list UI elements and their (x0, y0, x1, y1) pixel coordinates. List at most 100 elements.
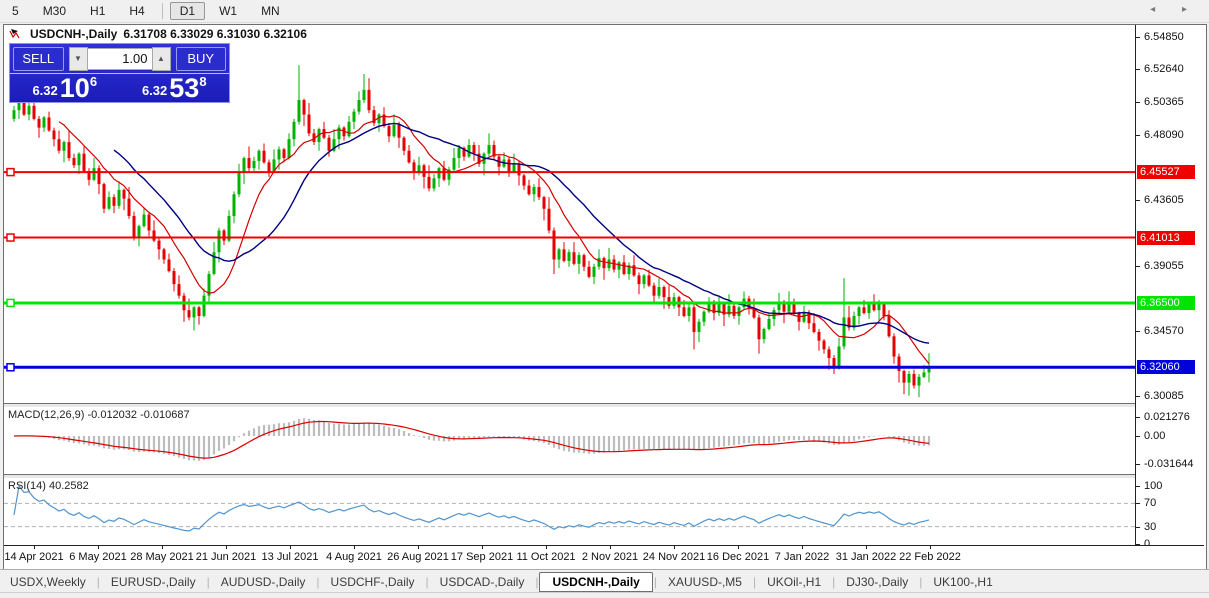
date-label: 22 Feb 2022 (899, 551, 961, 563)
date-axis: 14 Apr 2021 6 May 2021 28 May 2021 21 Jun 2… (4, 545, 1204, 568)
chart-window[interactable]: USDCNH-,Daily 6.31708 6.33029 6.31030 6.… (3, 24, 1207, 570)
tab-divider: | (919, 574, 923, 589)
rsi-axis-tick: 70 (1135, 497, 1157, 509)
hline-anchor[interactable] (6, 363, 15, 372)
date-label: 14 Apr 2021 (4, 551, 64, 563)
timeframe-button-d1[interactable]: D1 (169, 2, 206, 20)
chart-tab-usdchf-daily[interactable]: USDCHF-,Daily (330, 574, 415, 589)
macd-signal-line (13, 420, 930, 459)
macd-panel[interactable] (4, 407, 1135, 473)
rsi-label: RSI(14) 40.2582 (8, 480, 89, 492)
chart-symbol-label: USDCNH-,Daily (30, 27, 118, 41)
timeframe-button-m30[interactable]: M30 (42, 4, 67, 18)
price-axis: 6.45527 6.41013 6.36500 6.32060 6.54850 6.526… (1135, 25, 1205, 550)
date-tick (34, 546, 35, 549)
tab-divider: | (752, 574, 757, 589)
date-tick (546, 546, 547, 549)
chart-tab-bar: USDX,Weekly | EURUSD-,Daily | AUDUSD-,Daily |… (0, 569, 1209, 593)
chart-ohlc-values: 6.31708 6.33029 6.31030 6.32106 (123, 27, 307, 41)
chart-title-row: USDCNH-,Daily 6.31708 6.33029 6.31030 6.… (9, 27, 307, 41)
sell-price-prefix: 6.32 (32, 83, 58, 98)
rsi-axis-tick: 0 (1135, 538, 1151, 550)
macd-label: MACD(12,26,9) -0.012032 -0.010687 (8, 409, 190, 421)
timeframe-toolbar: 5 M30 H1 H4 D1 W1 MN (0, 0, 1209, 23)
price-axis-tick: 6.54850 (1136, 31, 1184, 43)
tab-divider: | (96, 574, 100, 589)
sell-price-pipette: 6 (89, 74, 98, 89)
tab-divider: | (425, 574, 429, 589)
date-tick (98, 546, 99, 549)
macd-axis-tick: 0.00 (1135, 430, 1166, 442)
buy-button[interactable]: BUY (175, 46, 226, 71)
price-axis-tick: 6.43605 (1136, 194, 1184, 206)
hline-anchor[interactable] (6, 167, 15, 177)
date-label: 28 May 2021 (130, 551, 194, 563)
date-label: 11 Oct 2021 (516, 551, 576, 563)
tab-scroll-right-button[interactable]: ▸ (1181, 4, 1199, 15)
chart-tab-audusd-daily[interactable]: AUDUSD-,Daily (220, 574, 306, 589)
date-label: 24 Nov 2021 (642, 551, 706, 563)
chart-icon (9, 29, 20, 39)
horizontal-lines[interactable] (4, 167, 1135, 372)
date-tick (930, 546, 931, 549)
timeframe-button-h1[interactable]: H1 (90, 4, 106, 18)
timeframe-button-mn[interactable]: MN (261, 4, 280, 18)
volume-decrease-button[interactable]: ▼ (68, 46, 88, 71)
price-axis-tick: 6.30085 (1136, 390, 1184, 402)
chart-tab-ukoil-h1[interactable]: UKOil-,H1 (767, 574, 822, 589)
date-tick (802, 546, 803, 549)
date-tick (162, 546, 163, 549)
date-label: 16 Dec 2021 (706, 551, 770, 563)
date-tick (738, 546, 739, 549)
tab-divider: | (535, 574, 539, 589)
timeframe-button-h4[interactable]: H4 (129, 4, 145, 18)
status-strip (0, 592, 1209, 598)
price-axis-tick: 6.34570 (1136, 325, 1184, 337)
hline-price-label: 6.45527 (1137, 165, 1195, 179)
tab-divider: | (206, 574, 210, 589)
moving-averages (58, 115, 930, 365)
hline-price-label: 6.41013 (1137, 231, 1195, 245)
price-axis-tick: 6.50365 (1136, 96, 1184, 108)
chart-tab-usdcnh-daily[interactable]: USDCNH-,Daily (539, 571, 653, 592)
tab-scroll-arrows: ◂ ▸ (1150, 4, 1199, 15)
volume-input[interactable]: 1.00 (87, 47, 152, 70)
date-label: 2 Nov 2021 (581, 551, 639, 563)
timeframe-button-5[interactable]: 5 (12, 4, 19, 18)
sell-price[interactable]: 6.32 10 6 (10, 74, 120, 102)
timeframe-button-w1[interactable]: W1 (219, 4, 238, 18)
toolbar-divider (161, 3, 163, 19)
price-axis-tick: 6.39055 (1136, 260, 1184, 272)
buy-price-big: 53 (169, 73, 200, 103)
hline-price-label: 6.32060 (1137, 360, 1195, 374)
buy-price-prefix: 6.32 (141, 83, 168, 98)
chart-tab-dj30-daily[interactable]: DJ30-,Daily (846, 574, 909, 589)
rsi-panel[interactable] (4, 478, 1135, 544)
date-tick (610, 546, 611, 549)
candlesticks (12, 65, 931, 398)
date-tick (226, 546, 227, 549)
date-tick (354, 546, 355, 549)
price-axis-tick: 6.48090 (1136, 129, 1184, 141)
buy-price[interactable]: 6.32 53 8 (120, 74, 230, 102)
macd-name: MACD(12,26,9) (8, 409, 85, 421)
sell-price-big: 10 (59, 73, 90, 103)
date-label: 31 Jan 2022 (835, 551, 897, 563)
hline-anchor[interactable] (6, 298, 15, 308)
date-tick (674, 546, 675, 549)
chart-tab-xauusd-m5[interactable]: XAUUSD-,M5 (667, 574, 742, 589)
volume-increase-button[interactable]: ▲ (151, 46, 171, 71)
sell-button[interactable]: SELL (13, 46, 64, 71)
chart-tab-eurusd-daily[interactable]: EURUSD-,Daily (110, 574, 196, 589)
rsi-axis-tick: 30 (1135, 521, 1157, 533)
chart-tab-usdx-weekly[interactable]: USDX,Weekly (10, 574, 86, 589)
tab-divider: | (832, 574, 836, 589)
one-click-trade-panel: SELL ▼ 1.00 ▲ BUY 6.32 10 6 6.32 53 8 (9, 43, 230, 103)
hline-price-label: 6.36500 (1137, 296, 1195, 310)
date-tick (290, 546, 291, 549)
date-tick (482, 546, 483, 549)
tab-scroll-left-button[interactable]: ◂ (1150, 4, 1182, 15)
chart-tab-usdcad-daily[interactable]: USDCAD-,Daily (439, 574, 525, 589)
hline-anchor[interactable] (6, 233, 15, 242)
chart-tab-uk100-h1[interactable]: UK100-,H1 (933, 574, 993, 589)
